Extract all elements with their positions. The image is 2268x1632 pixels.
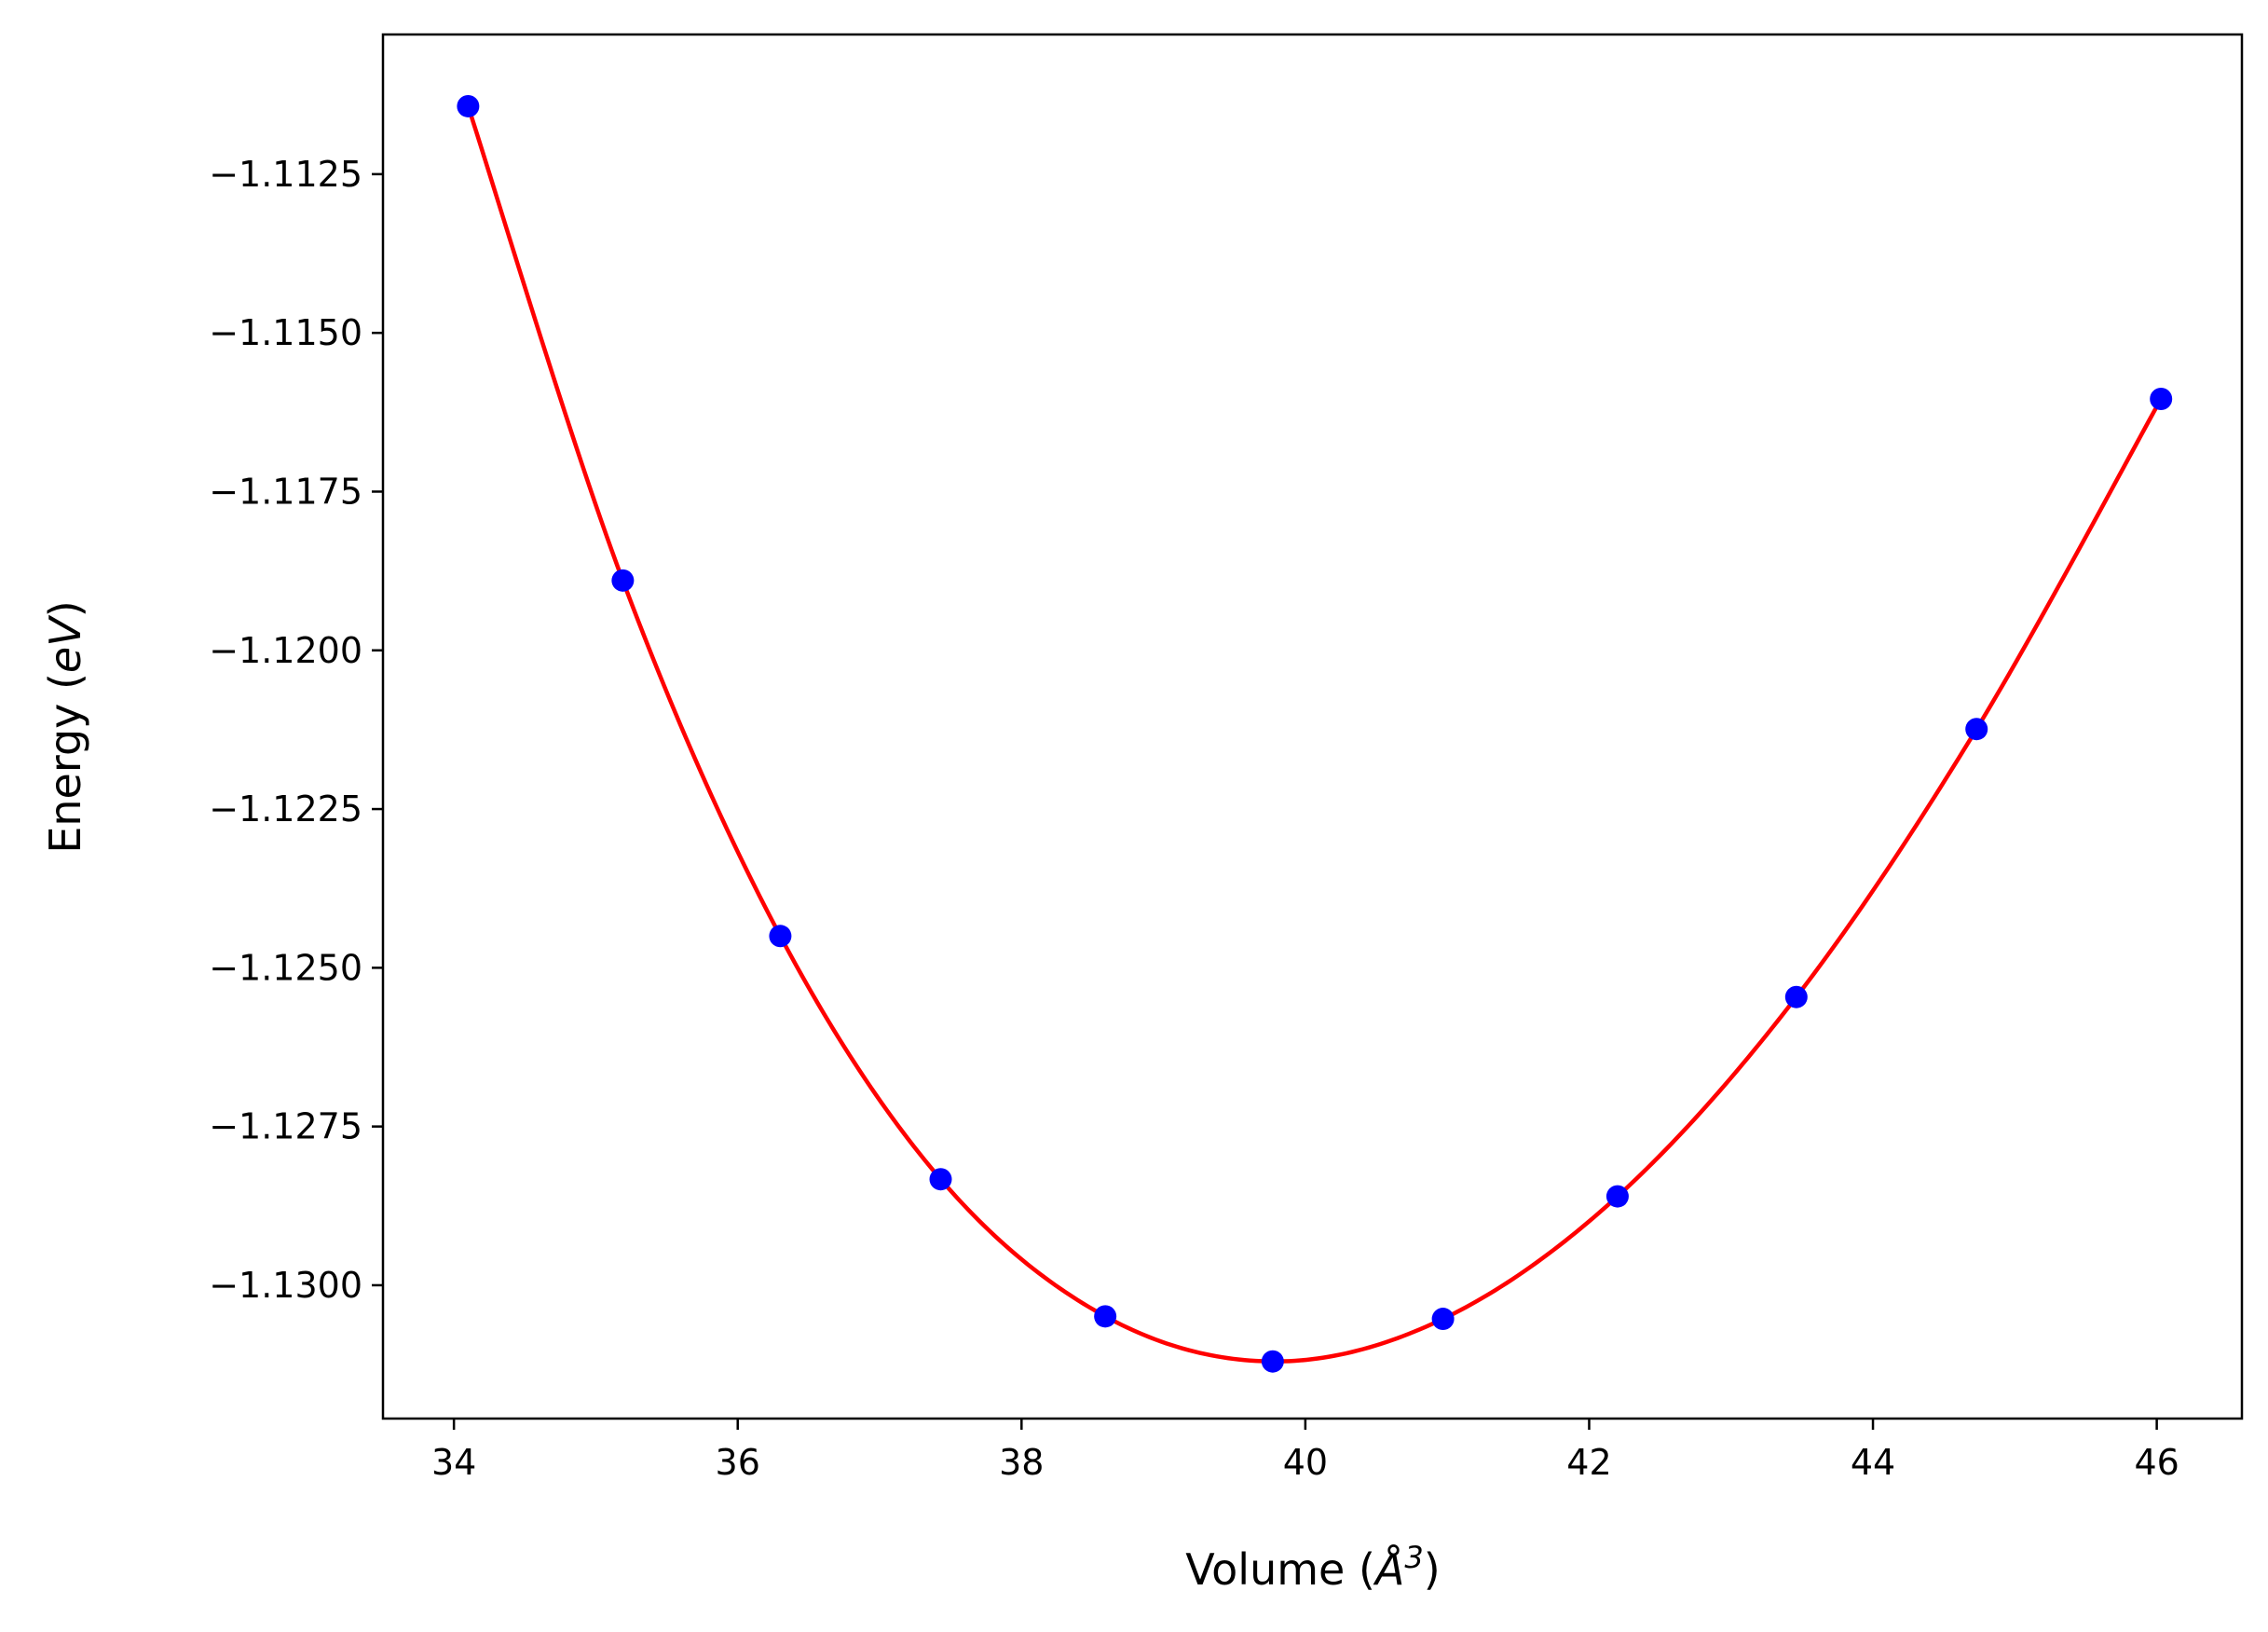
y-tick-label: −1.1175 [209,471,362,512]
x-tick-label: 40 [1283,1442,1328,1483]
data-point [1261,1350,1284,1373]
y-tick-label: −1.1200 [209,630,362,671]
x-tick-label: 38 [999,1442,1044,1483]
y-tick-label: −1.1250 [209,947,362,988]
x-tick-label: 44 [1851,1442,1895,1483]
data-point [2150,388,2173,411]
y-tick-label: −1.1150 [209,312,362,353]
data-point [1784,985,1808,1008]
y-tick-label: −1.1300 [209,1265,362,1306]
data-point [929,1168,952,1191]
data-point [1605,1185,1629,1208]
x-tick-label: 36 [716,1442,760,1483]
y-tick-label: −1.1275 [209,1106,362,1147]
y-tick-label: −1.1125 [209,154,362,195]
data-point [457,94,480,117]
fit-curve [466,105,2164,1364]
data-point [611,569,635,592]
x-axis-title: Volume (Å3) [1185,1540,1440,1595]
x-tick-label: 34 [431,1442,476,1483]
plot-area-frame [381,33,2244,1420]
y-axis-title: Energy (eV) [40,600,90,853]
data-point [1094,1305,1117,1328]
y-tick-label: −1.1225 [209,789,362,830]
x-tick-label: 46 [2134,1442,2179,1483]
data-point [769,925,792,948]
data-point [1965,718,1988,741]
x-tick-label: 42 [1566,1442,1611,1483]
data-point [1431,1308,1455,1331]
